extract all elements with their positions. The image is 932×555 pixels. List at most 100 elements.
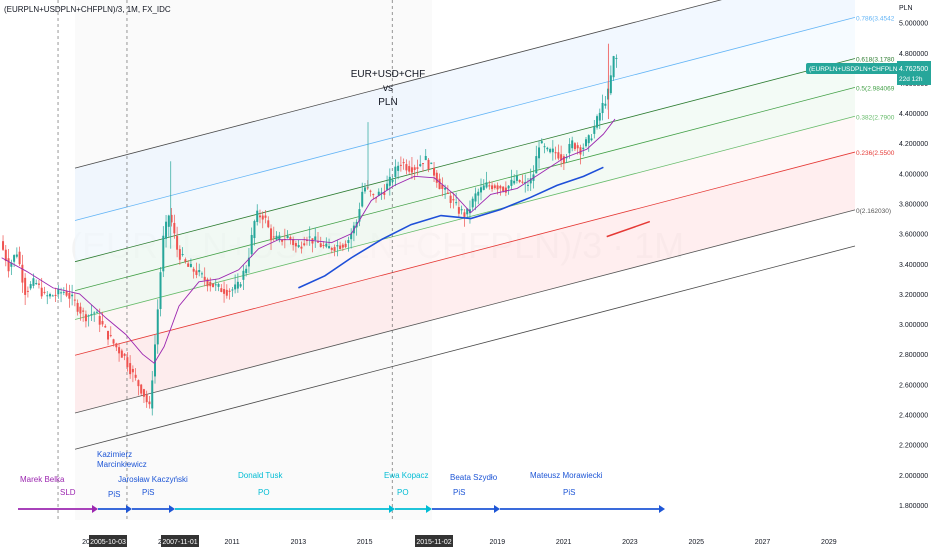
fib-line-0.236: [74, 151, 856, 356]
candle-body: [29, 284, 32, 289]
candle-body: [604, 103, 607, 106]
government-party: PiS: [453, 488, 465, 497]
candle-body: [493, 185, 496, 189]
candle-body: [579, 147, 582, 155]
ma-extra-line: [606, 220, 651, 238]
candle-body: [339, 245, 342, 250]
government-arrow-head: [494, 505, 500, 513]
candle-body: [203, 276, 206, 281]
candle-body: [405, 164, 408, 171]
x-tick-label: 200: [82, 539, 94, 546]
candle-body: [305, 239, 308, 241]
government-arrow-head: [126, 505, 132, 513]
fib-line-0.5: [74, 87, 856, 291]
candle-body: [383, 192, 386, 195]
candle-body: [435, 172, 438, 183]
candle-body: [482, 185, 485, 190]
fib-label: 0.786(3.4542: [856, 15, 895, 22]
candle-body: [568, 143, 571, 154]
annotation-line3: PLN: [378, 97, 397, 108]
candle-body: [380, 192, 383, 195]
candle-body: [281, 239, 284, 242]
candle-body: [499, 185, 502, 189]
government-party: PiS: [108, 490, 120, 499]
y-tick-label: 4.000000: [899, 171, 928, 178]
candle-body: [491, 185, 494, 190]
candle-body: [95, 311, 98, 313]
candle-body: [294, 243, 297, 247]
candle-body: [176, 236, 179, 250]
government-arrow-head: [659, 505, 665, 513]
candle-body: [336, 245, 339, 247]
candle-body: [452, 199, 455, 201]
candle-body: [256, 210, 259, 222]
candle-body: [148, 401, 151, 405]
candle-body: [551, 148, 554, 153]
candle-body: [538, 147, 541, 159]
candle-body: [242, 270, 245, 280]
candle-body: [328, 246, 331, 249]
candle-body: [427, 159, 430, 169]
candle-body: [142, 389, 145, 397]
candle-body: [68, 292, 71, 299]
candle-body: [347, 240, 350, 244]
candle-body: [187, 263, 190, 267]
candle-body: [543, 146, 546, 148]
candle-body: [513, 180, 516, 184]
candle-body: [430, 162, 433, 164]
x-highlight-label: 2005-10-03: [90, 539, 126, 546]
candle-body: [220, 288, 223, 292]
candles-group: [2, 54, 618, 416]
candle-body: [60, 292, 63, 294]
candle-body: [388, 176, 391, 186]
candle-body: [526, 184, 529, 186]
candle-body: [247, 257, 250, 267]
candle-body: [612, 56, 615, 78]
candle-body: [587, 135, 590, 144]
candle-body: [40, 287, 43, 297]
candle-body: [62, 291, 65, 293]
price-tag-label: (EURPLN+USDPLN+CHFPLN)/3: [809, 66, 905, 73]
candle-body: [399, 164, 402, 166]
government-name: Marek Belka: [20, 475, 65, 484]
candle-body: [223, 289, 226, 294]
candle-body: [562, 156, 565, 164]
candle-body: [49, 294, 52, 297]
candle-body: [609, 75, 612, 94]
candle-body: [84, 314, 87, 322]
x-tick-label: 2025: [688, 539, 704, 546]
candle-body: [198, 270, 201, 273]
candle-body: [167, 215, 170, 227]
candle-body: [292, 239, 295, 246]
candle-body: [13, 255, 16, 262]
candle-body: [189, 263, 192, 268]
candle-body: [341, 244, 344, 248]
government-name: Donald Tusk: [238, 471, 283, 480]
candle-body: [258, 215, 261, 218]
candle-body: [391, 179, 394, 182]
candle-body: [250, 234, 253, 255]
y-tick-label: 3.200000: [899, 292, 928, 299]
candle-body: [209, 281, 212, 287]
candle-body: [137, 380, 140, 387]
fib-line-0: [74, 209, 856, 414]
fib-band: [75, 116, 855, 356]
candle-body: [231, 289, 234, 291]
candle-body: [145, 394, 148, 403]
candle-body: [212, 283, 215, 287]
candle-body: [51, 295, 54, 297]
candle-body: [93, 312, 96, 314]
candle-body: [153, 344, 156, 377]
government-arrow-head: [426, 505, 432, 513]
government-name: Kazimierz Marcinkiewicz: [97, 450, 147, 469]
candle-body: [217, 283, 220, 287]
candle-body: [446, 192, 449, 194]
fib-line-0.618: [74, 58, 856, 263]
candle-body: [590, 138, 593, 141]
candle-body: [330, 248, 333, 250]
candle-body: [455, 202, 458, 204]
candle-body: [441, 184, 444, 189]
y-tick-label: 5.000000: [899, 21, 928, 28]
candle-body: [297, 244, 300, 248]
candle-body: [162, 235, 165, 272]
